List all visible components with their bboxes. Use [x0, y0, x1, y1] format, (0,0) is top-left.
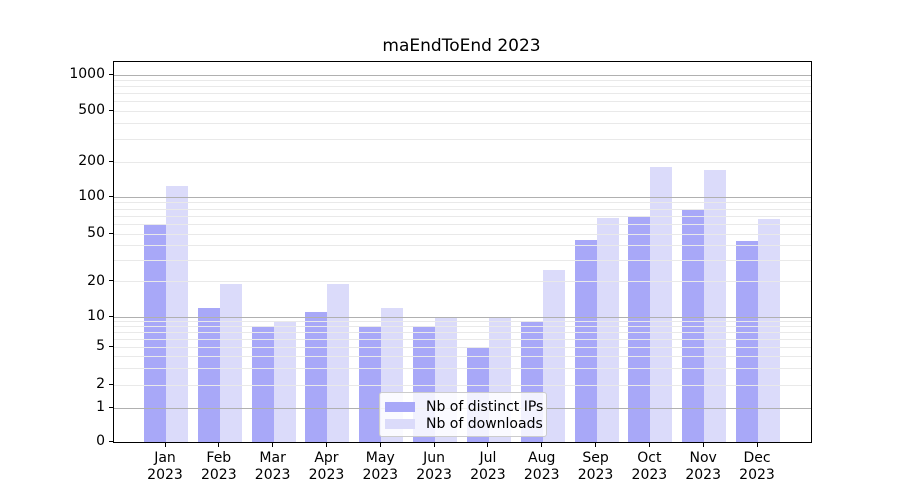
- bar-distinct-ips-dec: [736, 240, 758, 442]
- bar-downloads-nov: [704, 170, 727, 442]
- bar-downloads-dec: [758, 218, 780, 442]
- legend-row: Nb of distinct IPs: [385, 399, 543, 415]
- x-tick-label-sep: Sep 2023: [577, 450, 614, 483]
- x-tick-mark: [487, 443, 489, 447]
- y-tick-mark: [109, 440, 113, 442]
- y-tick-mark: [109, 195, 113, 197]
- y-tick-mark: [109, 406, 113, 408]
- y-tick-label: 200: [78, 153, 105, 169]
- bar-downloads-jan: [166, 185, 188, 442]
- x-tick-mark: [648, 443, 650, 447]
- x-tick-mark: [702, 443, 704, 447]
- bar-distinct-ips-mar: [251, 326, 274, 442]
- y-tick-label: 1000: [69, 66, 105, 82]
- bar-downloads-oct: [650, 167, 673, 442]
- bar-downloads-apr: [327, 284, 350, 442]
- y-tick-mark: [109, 160, 113, 162]
- gridline-minor: [114, 110, 811, 112]
- bar-downloads-feb: [219, 284, 242, 442]
- bar-downloads-sep: [596, 217, 619, 442]
- bar-distinct-ips-apr: [305, 312, 328, 442]
- legend-swatch-downloads: [385, 418, 415, 429]
- bar-distinct-ips-jan: [144, 224, 166, 442]
- x-tick-label-dec: Dec 2023: [739, 450, 775, 483]
- y-tick-label: 100: [78, 188, 105, 205]
- y-tick-mark: [109, 280, 113, 282]
- bar-distinct-ips-oct: [628, 216, 651, 442]
- y-tick-label: 20: [87, 272, 105, 289]
- gridline-major: [114, 74, 811, 76]
- y-tick-mark: [109, 315, 113, 317]
- x-tick-mark: [325, 443, 327, 447]
- x-tick-label-oct: Oct 2023: [631, 450, 668, 483]
- bar-distinct-ips-nov: [682, 209, 705, 442]
- gridline-minor: [114, 101, 811, 103]
- legend-label: Nb of downloads: [426, 415, 543, 432]
- x-tick-label-jun: Jun 2023: [416, 450, 452, 483]
- gridline-minor: [114, 80, 811, 82]
- x-tick-label-jan: Jan 2023: [147, 450, 183, 483]
- x-tick-mark: [164, 443, 166, 447]
- x-tick-mark: [541, 443, 543, 447]
- bar-distinct-ips-may: [359, 326, 382, 442]
- x-tick-mark: [595, 443, 597, 447]
- y-tick-mark: [109, 383, 113, 385]
- x-tick-label-mar: Mar 2023: [254, 450, 291, 483]
- x-tick-mark: [433, 443, 435, 447]
- gridline-minor: [114, 161, 811, 163]
- x-tick-label-nov: Nov 2023: [685, 450, 721, 483]
- bar-downloads-mar: [273, 321, 296, 442]
- x-tick-mark: [218, 443, 220, 447]
- x-tick-label-jul: Jul 2023: [470, 450, 506, 483]
- x-tick-label-aug: Aug 2023: [523, 450, 560, 483]
- y-tick-label: 0: [96, 433, 105, 449]
- legend-swatch-distinct-ips: [385, 401, 415, 412]
- y-tick-label: 5: [96, 338, 105, 355]
- y-tick-label: 1: [96, 399, 105, 416]
- plot-area: [113, 61, 812, 443]
- legend-row: Nb of downloads: [385, 416, 543, 432]
- gridline-minor: [114, 139, 811, 141]
- legend-label: Nb of distinct IPs: [426, 398, 544, 415]
- y-tick-mark: [109, 232, 113, 234]
- y-tick-mark: [109, 73, 113, 75]
- gridline-minor: [114, 123, 811, 125]
- x-tick-label-may: May 2023: [362, 450, 399, 483]
- y-tick-mark: [109, 345, 113, 347]
- chart-title: maEndToEnd 2023: [382, 36, 541, 56]
- y-tick-label: 2: [96, 376, 105, 392]
- y-tick-label: 50: [87, 225, 105, 241]
- gridline-minor: [114, 93, 811, 95]
- y-tick-label: 10: [87, 308, 105, 325]
- y-tick-label: 500: [78, 102, 105, 119]
- gridline-minor: [114, 86, 811, 88]
- x-tick-label-feb: Feb 2023: [200, 450, 237, 483]
- bar-distinct-ips-feb: [197, 307, 220, 442]
- x-tick-mark: [756, 443, 758, 447]
- x-tick-label-apr: Apr 2023: [308, 450, 345, 483]
- legend: Nb of distinct IPs Nb of downloads: [379, 392, 547, 437]
- x-tick-mark: [379, 443, 381, 447]
- y-tick-mark: [109, 109, 113, 111]
- x-tick-mark: [272, 443, 274, 447]
- bar-distinct-ips-sep: [574, 239, 597, 442]
